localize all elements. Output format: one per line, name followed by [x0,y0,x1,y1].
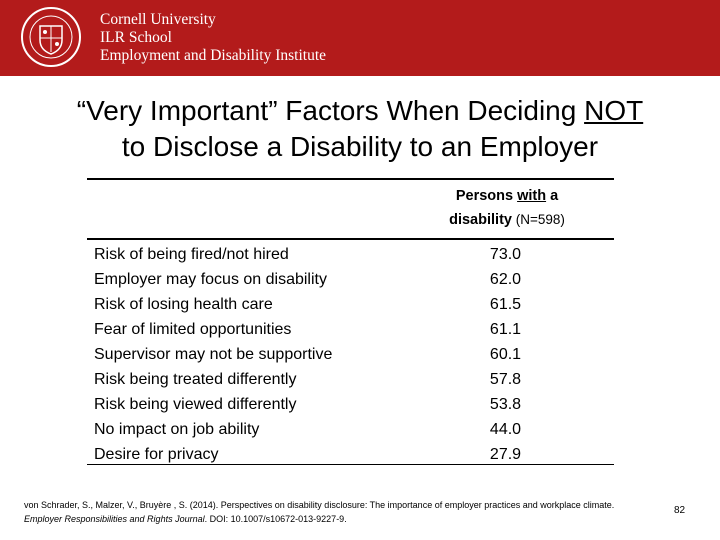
table-row: Fear of limited opportunities 61.1 [87,317,614,342]
institution-line: Employment and Disability Institute [100,47,327,64]
header-banner: Cornell University ILR School Employment… [0,0,720,76]
row-value: 61.5 [489,296,522,313]
citation-text: von Schrader, S., Malzer, V., Bruyère , … [24,500,615,510]
table-body: Risk of being fired/not hired 73.0 Employ… [87,242,614,467]
column-header: Persons with a disability (N=598) [412,184,602,232]
page-number: 82 [674,505,686,516]
row-value: 57.8 [489,371,522,388]
citation: von Schrader, S., Malzer, V., Bruyère , … [24,498,644,526]
institution-line: ILR School [100,29,172,46]
column-header-text: Persons [455,188,518,204]
table-row: Risk of losing health care 61.5 [87,292,614,317]
title-emphasis: NOT [584,95,644,126]
title-line-1: “Very Important” Factors When Deciding N… [0,93,720,129]
table-header-rule [87,238,614,240]
row-value: 44.0 [489,421,522,438]
column-header-line-2: disability (N=598) [412,208,602,232]
title-line-2: to Disclose a Disability to an Employer [121,131,599,162]
row-label: Risk being viewed differently [94,396,297,413]
row-value: 53.8 [489,396,522,413]
column-header-line-1: Persons with a [412,184,602,208]
row-label: No impact on job ability [94,421,260,438]
table-row: Risk being viewed differently 53.8 [87,392,614,417]
institution-name: Cornell University ILR School Employment… [100,11,326,65]
column-header-emphasis: with [517,188,547,204]
column-header-note: (N=598) [511,212,565,227]
slide-title: “Very Important” Factors When Deciding N… [0,93,720,165]
table-bottom-rule [87,464,614,465]
column-header-text: disability [449,212,512,228]
column-header-text: a [546,188,559,204]
row-label: Employer may focus on disability [94,271,327,288]
row-label: Risk being treated differently [94,371,297,388]
citation-journal: Employer Responsibilities and Rights Jou… [24,514,205,524]
row-label: Fear of limited opportunities [94,321,292,338]
table-row: Desire for privacy 27.9 [87,442,614,467]
table-row: Employer may focus on disability 62.0 [87,267,614,292]
row-label: Risk of being fired/not hired [94,246,289,263]
row-label: Supervisor may not be supportive [94,346,333,363]
row-value: 62.0 [489,271,522,288]
row-label: Risk of losing health care [94,296,273,313]
citation-doi: . DOI: 10.1007/s10672-013-9227-9. [204,514,347,524]
institution-line: Cornell University [100,11,216,28]
table-row: Supervisor may not be supportive 60.1 [87,342,614,367]
table-row: No impact on job ability 44.0 [87,417,614,442]
row-value: 73.0 [489,246,522,263]
row-value: 27.9 [489,446,522,463]
title-text: “Very Important” Factors When Deciding [76,95,585,126]
table-top-rule [87,178,614,180]
table-row: Risk being treated differently 57.8 [87,367,614,392]
row-label: Desire for privacy [94,446,219,463]
row-value: 60.1 [489,346,522,363]
cornell-seal-logo [21,7,81,67]
row-value: 61.1 [489,321,522,338]
table-row: Risk of being fired/not hired 73.0 [87,242,614,267]
